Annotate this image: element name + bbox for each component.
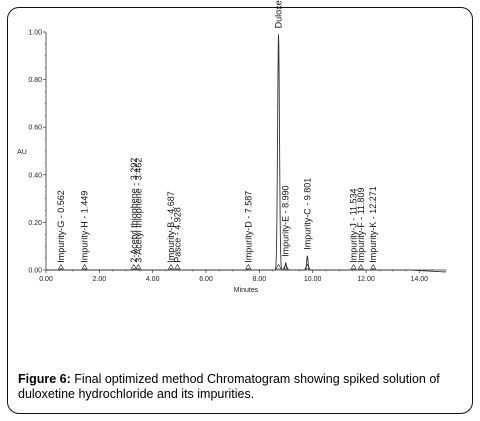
peak-label: Duloxetine Hydrochloride - 8.720 (274, 0, 284, 28)
peak-label: Impurity-J - 11.534 (349, 188, 359, 262)
peak-label: Impurity-B - 4.687 (166, 191, 176, 263)
chart-axes: 0.00 0.20 0.40 0.60 0.80 1.00 0.00 2.00 4.00 6.00… (28, 30, 447, 283)
y-tick-label: 0.40 (28, 172, 42, 179)
peak-label: Impurity-C - 9.801 (302, 178, 312, 250)
x-tick-label: 12.00 (357, 276, 375, 283)
caption-label: Figure 6: (18, 372, 71, 386)
peak-marker (370, 263, 377, 270)
peak-marker (357, 263, 364, 270)
peak-marker (167, 263, 174, 270)
figure-frame (7, 7, 473, 414)
peak-marker (282, 263, 289, 270)
peak-marker (304, 263, 311, 270)
peak-label: Impurity-H - 1.449 (80, 191, 90, 263)
peak-marker (174, 263, 181, 270)
x-tick-label: 4.00 (146, 276, 160, 283)
x-tick-label: 8.00 (253, 276, 267, 283)
chromatogram-trace (46, 34, 447, 273)
peak-label: Impurity-K - 12.271 (368, 186, 378, 263)
peak-marker (57, 263, 64, 270)
x-tick-label: 2.00 (93, 276, 107, 283)
peak-marker (275, 263, 282, 270)
x-tick-label: 6.00 (199, 276, 213, 283)
x-tick-label: 10.00 (304, 276, 322, 283)
y-tick-label: 0.60 (28, 125, 42, 132)
peak-label: Impurity-D - 7.587 (243, 191, 253, 263)
peak-label: Pasce - 4.928 (172, 207, 182, 263)
figure-caption: Figure 6: Final optimized method Chromat… (18, 372, 466, 402)
peak-marker (130, 263, 137, 270)
chromatogram-chart: 0.00 0.20 0.40 0.60 0.80 1.00 0.00 2.00 4.00 6.00… (17, 0, 447, 294)
peak-marker (350, 263, 357, 270)
y-tick-label: 0.00 (28, 268, 42, 275)
y-axis-title: AU (17, 149, 27, 156)
peak-marker (81, 263, 88, 270)
x-axis-title: Minutes (234, 287, 259, 294)
chromatogram-line (46, 34, 447, 273)
peak-label: Impurity-G - 0.562 (56, 190, 66, 263)
peak-markers: Impurity-G - 0.562 Impurity-H - 1.449 2-Ac… (56, 0, 378, 270)
peak-label: Impurity-F - 11.809 (356, 187, 366, 262)
caption-text: Final optimized method Chromatogram show… (18, 372, 440, 401)
peak-marker (135, 263, 142, 270)
x-tick-label: 0.00 (39, 276, 53, 283)
peak-label: 2-Acetyl thiophene - 3.292 (129, 158, 139, 263)
y-tick-label: 1.00 (28, 30, 42, 37)
y-tick-label: 0.80 (28, 77, 42, 84)
peak-marker (245, 263, 252, 270)
x-tick-label: 14.00 (411, 276, 429, 283)
peak-label: Impurity-E - 8.990 (281, 185, 291, 257)
y-tick-label: 0.20 (28, 220, 42, 227)
peak-label: 3-Acetyl thiophene - 3.462 (133, 158, 143, 263)
